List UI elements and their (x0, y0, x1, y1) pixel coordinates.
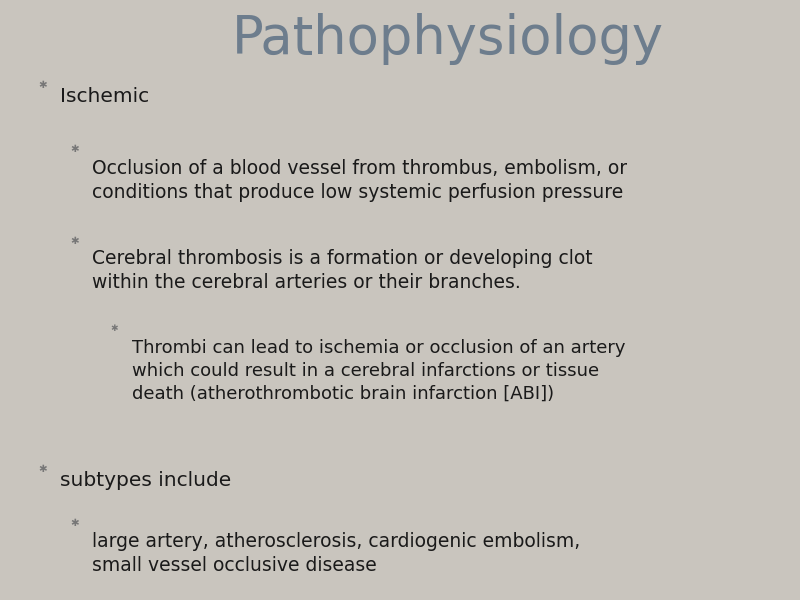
Text: Ischemic: Ischemic (60, 87, 149, 106)
Text: Cerebral thrombosis is a formation or developing clot
within the cerebral arteri: Cerebral thrombosis is a formation or de… (92, 249, 593, 292)
Text: ✱: ✱ (70, 236, 78, 246)
Text: Pathophysiology: Pathophysiology (232, 13, 664, 65)
Text: ✱: ✱ (110, 323, 118, 332)
Text: ✱: ✱ (38, 464, 46, 474)
Text: ✱: ✱ (38, 80, 46, 90)
Text: subtypes include: subtypes include (60, 471, 231, 490)
Text: Occlusion of a blood vessel from thrombus, embolism, or
conditions that produce : Occlusion of a blood vessel from thrombu… (92, 159, 627, 202)
Text: large artery, atherosclerosis, cardiogenic embolism,
small vessel occlusive dise: large artery, atherosclerosis, cardiogen… (92, 532, 580, 575)
Text: ✱: ✱ (70, 518, 78, 528)
Text: ✱: ✱ (70, 144, 78, 154)
Text: Thrombi can lead to ischemia or occlusion of an artery
which could result in a c: Thrombi can lead to ischemia or occlusio… (132, 339, 626, 403)
